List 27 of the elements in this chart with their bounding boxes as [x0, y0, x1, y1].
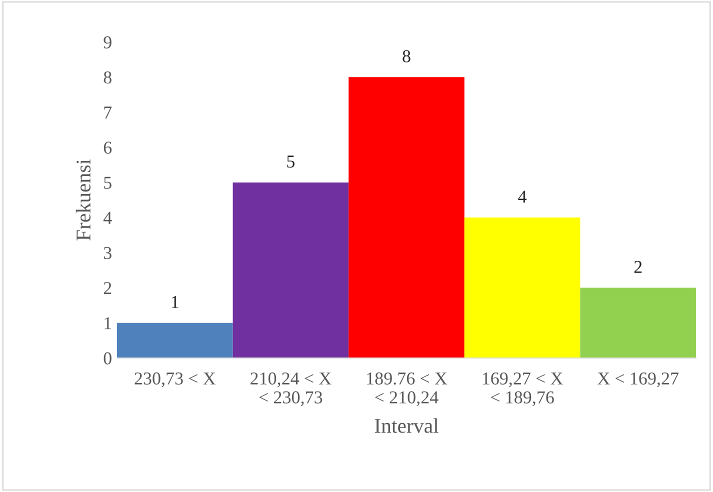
y-axis-title: Frekuensi — [76, 159, 91, 240]
y-tick-label: 9 — [104, 36, 112, 48]
bar — [348, 77, 464, 358]
data-label: 1 — [172, 296, 178, 308]
y-tick-label: 8 — [104, 71, 112, 84]
bar — [232, 182, 349, 358]
bar — [117, 322, 233, 358]
y-tick-label: 1 — [104, 317, 112, 330]
y-tick-label: 6 — [104, 142, 112, 154]
y-tick-label: 0 — [104, 352, 112, 364]
bar — [580, 288, 696, 358]
y-tick-label: 7 — [104, 106, 112, 118]
data-label: 5 — [287, 156, 295, 168]
x-axis-title: Interval — [374, 418, 438, 433]
data-label: 4 — [518, 190, 527, 203]
x-tick-label: 189.76 < X < 210,24 — [367, 372, 448, 406]
y-tick-label: 5 — [104, 176, 112, 189]
data-label: 2 — [634, 260, 642, 273]
y-tick-label: 2 — [104, 282, 112, 294]
data-label: 8 — [402, 50, 410, 62]
x-tick-label: 169,27 < X < 189,76 — [482, 372, 563, 406]
y-tick-label: 4 — [103, 212, 112, 224]
bar — [464, 218, 580, 358]
x-tick-label: 210,24 < X < 230,73 — [250, 372, 332, 406]
y-tick-label: 3 — [104, 246, 112, 260]
x-tick-label: 230,73 < X — [134, 372, 216, 388]
x-tick-label: X < 169,27 — [598, 372, 679, 388]
